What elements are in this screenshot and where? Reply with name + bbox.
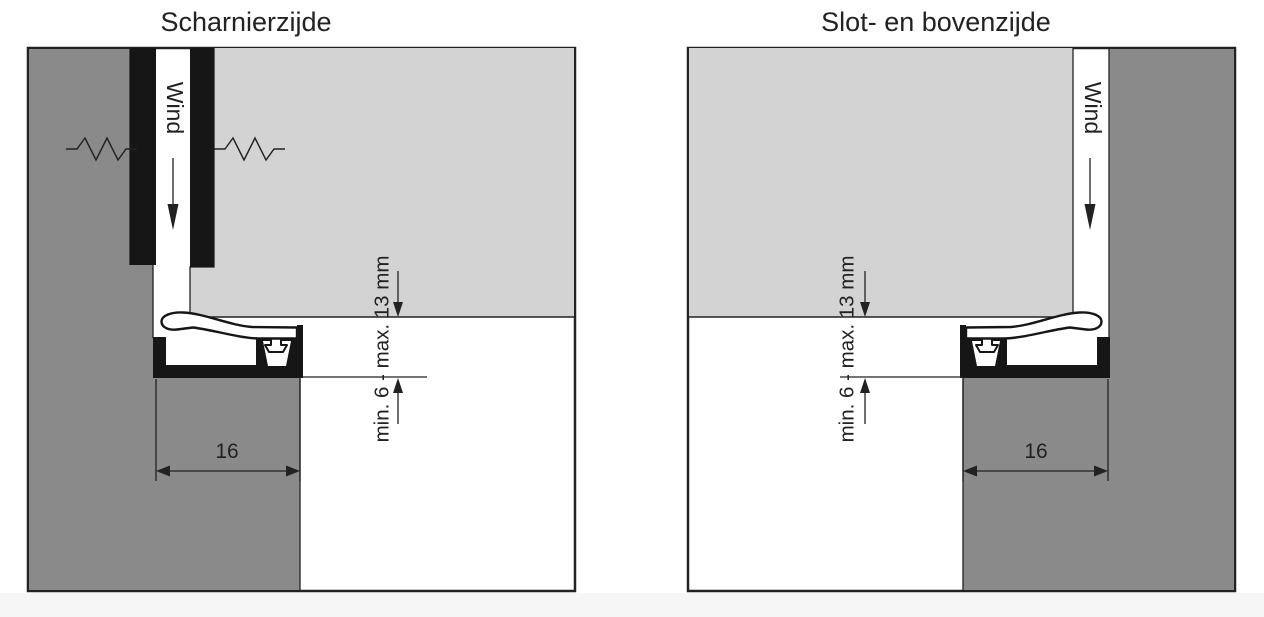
left-wind-arrow-icon <box>167 204 179 230</box>
right-width-label: 16 <box>1024 440 1047 463</box>
left-panel-title: Scharnierzijde <box>160 7 331 37</box>
right-width-dimension: 16 <box>962 379 1109 481</box>
left-width-left-arrow-icon <box>156 465 170 477</box>
left-width-dimension: 16 <box>155 379 301 481</box>
left-door-frame-upper <box>214 48 574 267</box>
footer-band <box>0 593 1264 617</box>
right-seal-profile <box>960 311 1110 378</box>
right-gap-dim-up-arrow-icon <box>860 378 870 393</box>
right-profile-left-face <box>960 325 966 378</box>
left-merged-bottom-section <box>29 378 300 590</box>
right-seal-blade <box>964 311 1103 340</box>
left-wind-label: Wind <box>162 82 188 134</box>
left-door-frame-lower <box>190 267 574 317</box>
left-gap-dim-down-arrow-icon <box>393 302 403 317</box>
left-gap-dimension: min. 6 - max. 13 mm <box>303 256 427 443</box>
left-diagram-hinge-side: Wind min. 6 - max. 13 mm <box>26 7 577 593</box>
right-gap-dim-down-arrow-icon <box>860 302 870 317</box>
left-seal-profile <box>153 311 303 378</box>
left-width-label: 16 <box>215 440 238 463</box>
right-merged-bottom-section <box>963 378 1234 590</box>
left-profile-right-face <box>297 325 303 378</box>
right-wind-arrow-icon <box>1084 204 1096 230</box>
right-door-frame <box>689 48 1073 317</box>
left-width-right-arrow-icon <box>286 465 300 477</box>
left-seal-blade <box>160 311 299 340</box>
left-wall-upper <box>29 49 130 265</box>
right-panel-title: Slot- en bovenzijde <box>821 7 1051 37</box>
right-diagram-lock-top-side: Wind min. 6 - max. 13 mm <box>686 7 1237 593</box>
right-gap-dimension-label: min. 6 - max. 13 mm <box>835 256 858 443</box>
left-gap-dim-up-arrow-icon <box>393 378 403 393</box>
right-width-left-arrow-icon <box>963 465 977 477</box>
left-hinge-bar-frame-side <box>190 48 214 267</box>
right-wind-label: Wind <box>1080 82 1106 134</box>
right-gap-dimension: min. 6 - max. 13 mm <box>835 256 963 443</box>
right-break-zigzag-icon <box>214 136 285 162</box>
left-break-zigzag-icon <box>66 136 137 162</box>
left-hinge-bar-door-side <box>130 48 156 265</box>
left-gap-dimension-label: min. 6 - max. 13 mm <box>370 256 393 443</box>
right-width-right-arrow-icon <box>1094 465 1108 477</box>
